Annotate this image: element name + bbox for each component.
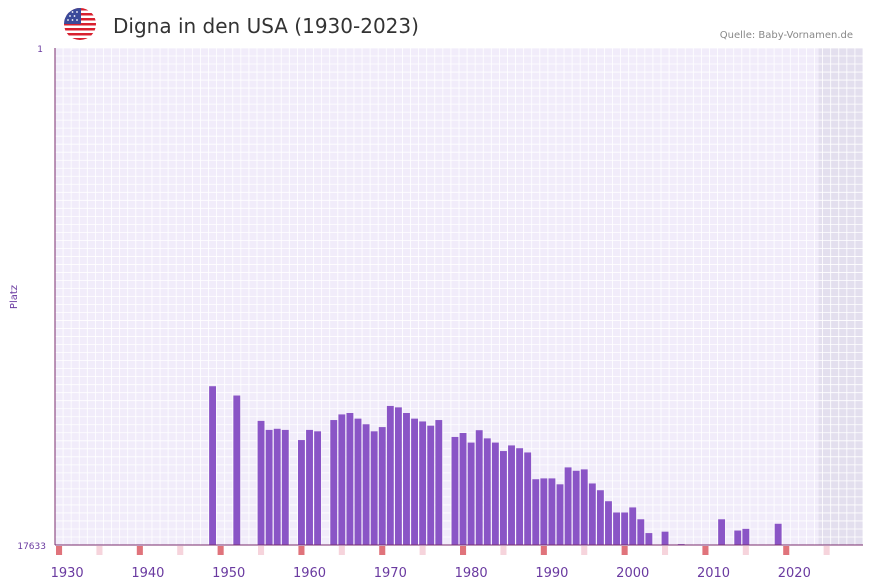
year-marker-1940 (136, 546, 143, 555)
x-tick-label: 1930 (51, 566, 84, 581)
bar-1959 (298, 440, 305, 545)
bar-1989 (540, 478, 548, 545)
year-marker-1950 (217, 546, 224, 555)
year-marker-2025 (823, 546, 830, 555)
bar-1998 (613, 512, 620, 545)
bar-2000 (629, 507, 637, 545)
year-marker-2020 (783, 546, 790, 555)
bar-1963 (330, 420, 338, 545)
x-tick-label: 2010 (697, 566, 730, 581)
bar-1995 (588, 483, 596, 545)
bar-1981 (475, 430, 483, 545)
grid (54, 47, 864, 546)
bar-1951 (233, 395, 241, 545)
bar-1985 (508, 445, 515, 545)
year-marker-2000 (621, 546, 628, 555)
bar-2004 (661, 531, 669, 545)
bar-1990 (548, 478, 556, 545)
x-tick-label: 1990 (535, 566, 568, 581)
year-marker-1970 (379, 546, 386, 555)
bar-1954 (257, 420, 265, 545)
bar-1976 (435, 420, 443, 545)
bar-2011 (718, 519, 726, 545)
x-tick-label: 1950 (212, 566, 245, 581)
bar-1966 (354, 418, 362, 545)
x-tick-label: 2000 (616, 566, 649, 581)
bar-1956 (273, 428, 281, 545)
year-marker-2005 (662, 546, 669, 555)
bar-1987 (524, 452, 532, 545)
bar-1978 (451, 436, 459, 545)
y-tick-label: 17633 (17, 542, 46, 552)
bar-1975 (427, 425, 435, 545)
bar-1982 (483, 438, 491, 545)
year-marker-1960 (298, 546, 305, 555)
year-marker-1995 (581, 546, 588, 555)
bar-1980 (467, 442, 475, 545)
bar-1979 (459, 433, 467, 545)
bar-1955 (265, 429, 273, 545)
bar-1974 (419, 421, 427, 545)
x-tick-label: 2020 (778, 566, 811, 581)
y-tick-label: 1 (37, 45, 43, 55)
bar-1960 (306, 429, 313, 545)
x-tick-label: 1960 (293, 566, 326, 581)
bar-1969 (378, 427, 386, 545)
bar-1986 (516, 448, 524, 545)
bar-1999 (621, 512, 629, 545)
bar-1996 (596, 490, 604, 545)
bar-1972 (403, 412, 410, 545)
year-marker-1990 (540, 546, 547, 555)
bar-1964 (338, 414, 346, 545)
bar-1970 (386, 405, 394, 545)
year-marker-1965 (338, 546, 345, 555)
bar-2018 (774, 523, 782, 545)
bar-2002 (645, 533, 653, 545)
year-marker-1945 (177, 546, 184, 555)
year-marker-1955 (258, 546, 265, 555)
year-marker-1935 (96, 546, 103, 555)
bar-1957 (281, 429, 289, 545)
x-tick-label: 1970 (374, 566, 407, 581)
y-axis-label: Platz (9, 285, 20, 309)
bar-1984 (500, 451, 507, 545)
bar-1968 (370, 431, 378, 545)
bar-1997 (605, 501, 612, 545)
bar-1993 (572, 470, 580, 545)
year-marker-1930 (56, 546, 63, 555)
year-marker-2010 (702, 546, 709, 555)
bar-1988 (532, 479, 540, 545)
bar-1971 (394, 407, 402, 545)
us-flag-icon (64, 8, 96, 44)
bar-2013 (734, 530, 742, 545)
year-marker-1975 (419, 546, 426, 555)
bar-1983 (491, 442, 499, 545)
x-tick-label: 1940 (131, 566, 164, 581)
year-marker-1985 (500, 546, 507, 555)
year-marker-1980 (460, 546, 467, 555)
source-credit: Quelle: Baby-Vornamen.de (719, 30, 853, 41)
bar-1992 (564, 467, 572, 545)
bar-2014 (742, 528, 750, 545)
bar-1973 (411, 418, 418, 545)
bar-1994 (580, 469, 588, 545)
chart-title: Digna in den USA (1930-2023) (113, 14, 419, 38)
bar-1961 (314, 431, 322, 545)
bar-1967 (362, 424, 370, 545)
bar-1965 (346, 412, 354, 545)
bar-1991 (556, 484, 564, 545)
year-marker-2015 (742, 546, 749, 555)
x-tick-label: 1980 (455, 566, 488, 581)
bar-1948 (209, 386, 216, 545)
bar-2001 (637, 519, 645, 545)
